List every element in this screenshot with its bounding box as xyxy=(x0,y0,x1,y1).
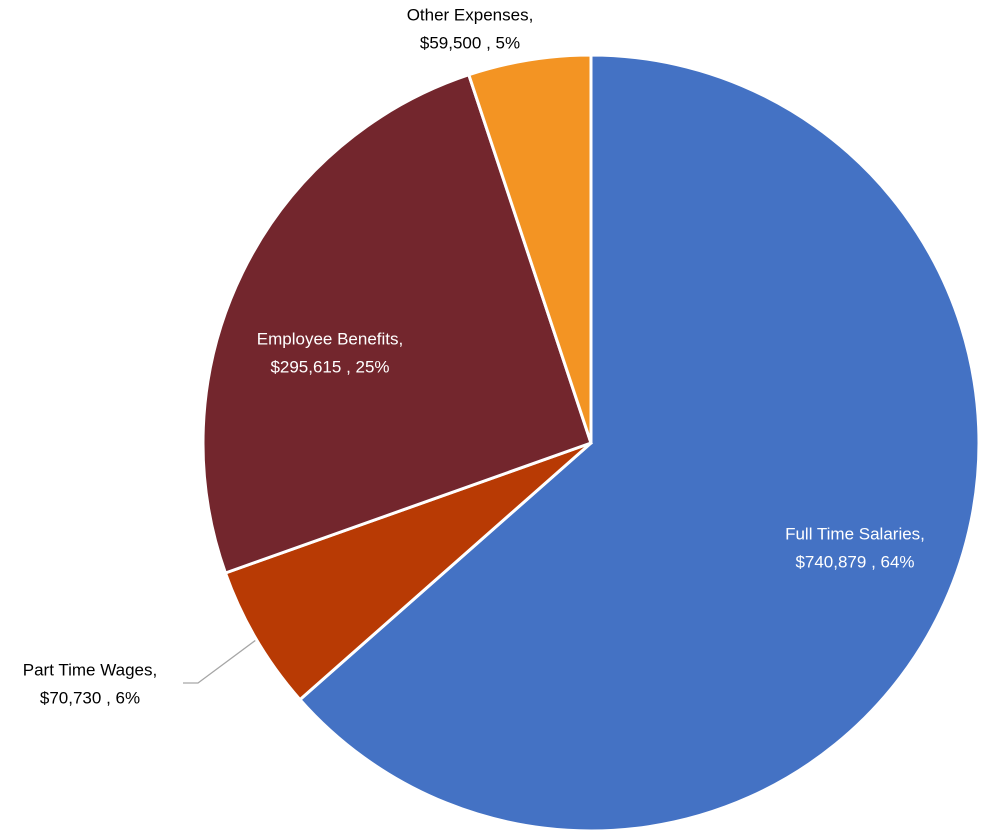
data-label-value: $295,615 , 25% xyxy=(270,357,389,376)
pie-slice xyxy=(466,53,593,444)
pie-slice xyxy=(201,72,593,575)
pie-slice xyxy=(297,53,981,833)
leader-line xyxy=(183,639,257,684)
data-label-value: $740,879 , 64% xyxy=(795,552,914,571)
data-label-category: Full Time Salaries, xyxy=(785,524,925,543)
data-label-value: $70,730 , 6% xyxy=(40,688,140,707)
data-label-value: $59,500 , 5% xyxy=(420,33,520,52)
pie-slice xyxy=(223,441,592,702)
data-label-category: Part Time Wages, xyxy=(23,660,157,679)
data-label-category: Other Expenses, xyxy=(407,5,534,24)
data-label-category: Employee Benefits, xyxy=(257,329,403,348)
